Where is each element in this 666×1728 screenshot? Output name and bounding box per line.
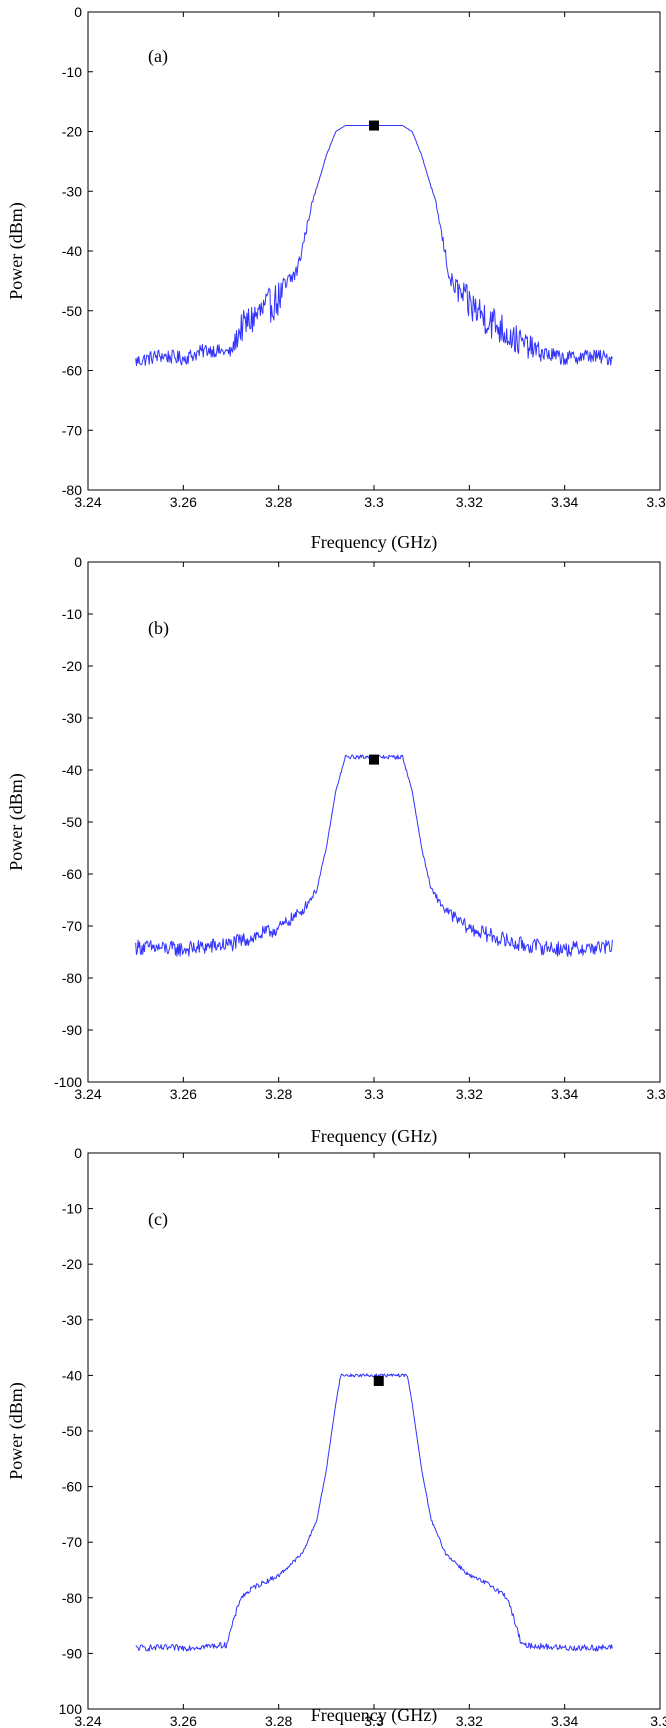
y-tick-label: -40 <box>62 243 82 259</box>
x-tick-label: 3.24 <box>74 1086 101 1102</box>
y-axis-label: Power (dBm) <box>6 1382 27 1480</box>
x-tick-label: 3.32 <box>456 1713 483 1728</box>
chart-panel-3: 3.24 3.26 3.28 3.3 3.32 3.34 3.3 0 -10 -20 -30 -40 -… <box>6 1145 666 1728</box>
y-tick-label: -50 <box>62 303 82 319</box>
x-tick-label: 3.34 <box>551 1086 578 1102</box>
chart-panel-1: 3.24 3.26 3.28 3.3 3.32 3.34 3.36 0 -10 -20 -30 -40… <box>6 4 666 553</box>
panel-label: (b) <box>148 618 169 639</box>
y-tick-label: -50 <box>62 814 82 830</box>
x-tick-label: 3.34 <box>551 1713 578 1728</box>
x-tick-label: 3.28 <box>265 1713 292 1728</box>
y-tick-label: -80 <box>62 482 82 498</box>
x-tick-label: 3.32 <box>456 494 483 510</box>
peak-marker <box>373 1375 384 1386</box>
y-tick-label: -10 <box>62 606 82 622</box>
x-tick-label: 3.34 <box>551 494 578 510</box>
y-axis-label: Power (dBm) <box>6 202 27 300</box>
x-tick-label: 3.28 <box>265 494 292 510</box>
plot-frame <box>87 11 661 491</box>
panel-label: (a) <box>148 46 168 67</box>
y-tick-label: -30 <box>62 1312 82 1328</box>
x-axis-label: Frequency (GHz) <box>311 1126 437 1147</box>
y-tick-label: -30 <box>62 183 82 199</box>
y-axis-label: Power (dBm) <box>6 773 27 871</box>
chart-panel-2: 3.24 3.26 3.28 3.3 3.32 3.34 3.36 0 -10 -20 -30 -40… <box>6 554 666 1147</box>
x-axis-label: Frequency (GHz) <box>311 532 437 553</box>
y-tick-label: -80 <box>62 970 82 986</box>
y-tick-label: -20 <box>62 658 82 674</box>
y-tick-label: 0 <box>74 4 82 20</box>
y-tick-label: 0 <box>74 1145 82 1161</box>
y-tick-label: -90 <box>62 1022 82 1038</box>
x-tick-label: 3.3 <box>364 494 384 510</box>
plot-frame <box>87 1152 661 1710</box>
y-tick-label: -10 <box>62 1201 82 1217</box>
y-tick-label: -40 <box>62 762 82 778</box>
peak-marker <box>369 754 379 765</box>
y-tick-label: -20 <box>62 1256 82 1272</box>
y-tick-label: -70 <box>62 1534 82 1550</box>
x-tick-label: 3.28 <box>265 1086 292 1102</box>
x-tick-label: 3.26 <box>170 1086 197 1102</box>
panel-label: (c) <box>148 1209 168 1230</box>
x-tick-label: 3.3 <box>650 1713 666 1728</box>
y-tick-label: -30 <box>62 710 82 726</box>
y-tick-label: -60 <box>62 866 82 882</box>
series-line <box>135 754 613 957</box>
y-tick-label: -60 <box>62 363 82 379</box>
peak-marker <box>369 120 379 131</box>
plot-frame <box>87 561 661 1083</box>
y-tick-label: -70 <box>62 918 82 934</box>
series-line <box>135 1373 613 1652</box>
y-tick-label: -60 <box>62 1479 82 1495</box>
x-tick-label: 3.26 <box>170 494 197 510</box>
x-axis-label: Frequency (GHz) <box>311 1705 437 1726</box>
y-tick-label: 100 <box>59 1701 83 1717</box>
y-tick-label: -40 <box>62 1367 82 1383</box>
y-tick-label: -70 <box>62 422 82 438</box>
x-tick-label: 3.24 <box>74 494 101 510</box>
y-tick-label: -80 <box>62 1590 82 1606</box>
x-tick-label: 3.3 <box>364 1086 384 1102</box>
y-tick-label: -20 <box>62 124 82 140</box>
series-line <box>135 125 613 367</box>
y-tick-label: -100 <box>54 1074 82 1090</box>
y-tick-label: -90 <box>62 1645 82 1661</box>
x-tick-label: 3.36 <box>646 494 666 510</box>
y-tick-label: -10 <box>62 64 82 80</box>
x-tick-label: 3.24 <box>74 1713 101 1728</box>
x-tick-label: 3.36 <box>646 1086 666 1102</box>
y-tick-label: 0 <box>74 554 82 570</box>
y-tick-label: -50 <box>62 1423 82 1439</box>
x-tick-label: 3.26 <box>170 1713 197 1728</box>
x-tick-label: 3.3 <box>364 1713 384 1728</box>
x-tick-label: 3.32 <box>456 1086 483 1102</box>
